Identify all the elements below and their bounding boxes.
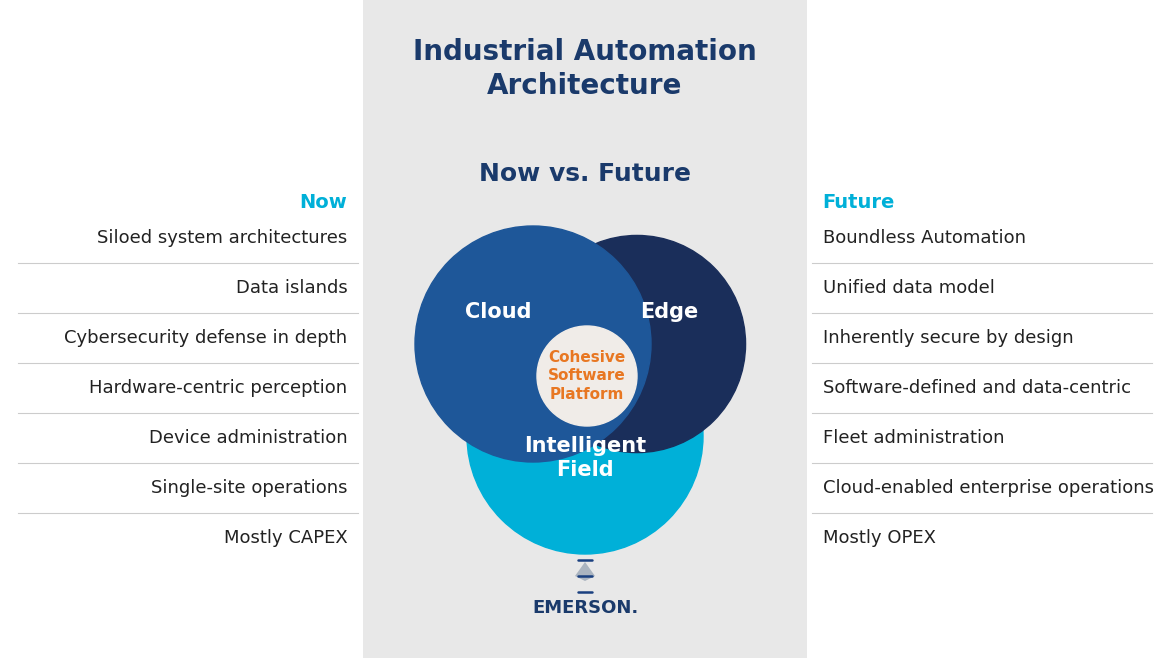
- Text: Now vs. Future: Now vs. Future: [479, 162, 691, 186]
- Text: Future: Future: [823, 193, 895, 213]
- Circle shape: [537, 326, 636, 426]
- Text: Inherently secure by design: Inherently secure by design: [823, 329, 1073, 347]
- Text: Now: Now: [300, 193, 347, 213]
- Text: Siloed system architectures: Siloed system architectures: [97, 229, 347, 247]
- Text: Edge: Edge: [640, 302, 698, 322]
- Text: Cybersecurity defense in depth: Cybersecurity defense in depth: [64, 329, 347, 347]
- FancyBboxPatch shape: [363, 0, 807, 658]
- Text: Fleet administration: Fleet administration: [823, 429, 1004, 447]
- Circle shape: [467, 318, 703, 554]
- Text: Cloud: Cloud: [464, 302, 531, 322]
- Text: Software-defined and data-centric: Software-defined and data-centric: [823, 379, 1130, 397]
- Text: Device administration: Device administration: [149, 429, 347, 447]
- Text: Hardware-centric perception: Hardware-centric perception: [89, 379, 347, 397]
- Polygon shape: [574, 562, 596, 581]
- Text: Intelligent
Field: Intelligent Field: [524, 436, 646, 480]
- Text: Cohesive
Software
Platform: Cohesive Software Platform: [548, 350, 626, 402]
- Text: Mostly OPEX: Mostly OPEX: [823, 529, 936, 547]
- Circle shape: [415, 226, 651, 462]
- Text: Boundless Automation: Boundless Automation: [823, 229, 1026, 247]
- Text: Cloud-enabled enterprise operations: Cloud-enabled enterprise operations: [823, 479, 1154, 497]
- Text: Mostly CAPEX: Mostly CAPEX: [223, 529, 347, 547]
- Text: Industrial Automation
Architecture: Industrial Automation Architecture: [413, 38, 757, 99]
- Text: Single-site operations: Single-site operations: [151, 479, 347, 497]
- Text: Unified data model: Unified data model: [823, 279, 994, 297]
- Text: EMERSON.: EMERSON.: [532, 599, 638, 617]
- Text: Data islands: Data islands: [235, 279, 347, 297]
- Circle shape: [529, 236, 745, 453]
